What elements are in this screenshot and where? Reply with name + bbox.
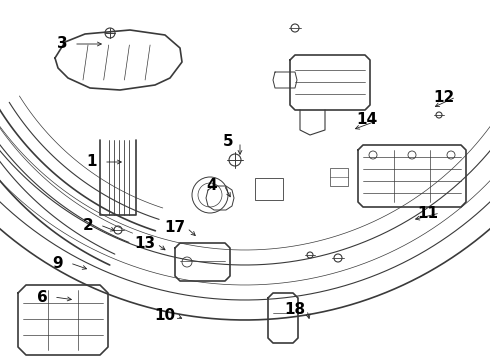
Text: 12: 12: [433, 90, 455, 104]
Bar: [255, 178, 283, 200]
Text: 1: 1: [87, 154, 97, 170]
Text: 14: 14: [356, 112, 378, 127]
Text: 3: 3: [57, 36, 67, 51]
Text: 10: 10: [154, 309, 175, 324]
Text: 6: 6: [37, 289, 48, 305]
Text: 5: 5: [222, 135, 233, 149]
Text: 2: 2: [83, 217, 94, 233]
Text: 18: 18: [284, 302, 306, 318]
Text: 9: 9: [53, 256, 63, 270]
Text: 11: 11: [417, 206, 439, 220]
Text: 4: 4: [207, 177, 217, 193]
Text: 13: 13: [134, 237, 155, 252]
Bar: [330, 168, 348, 186]
Text: 17: 17: [165, 220, 186, 235]
